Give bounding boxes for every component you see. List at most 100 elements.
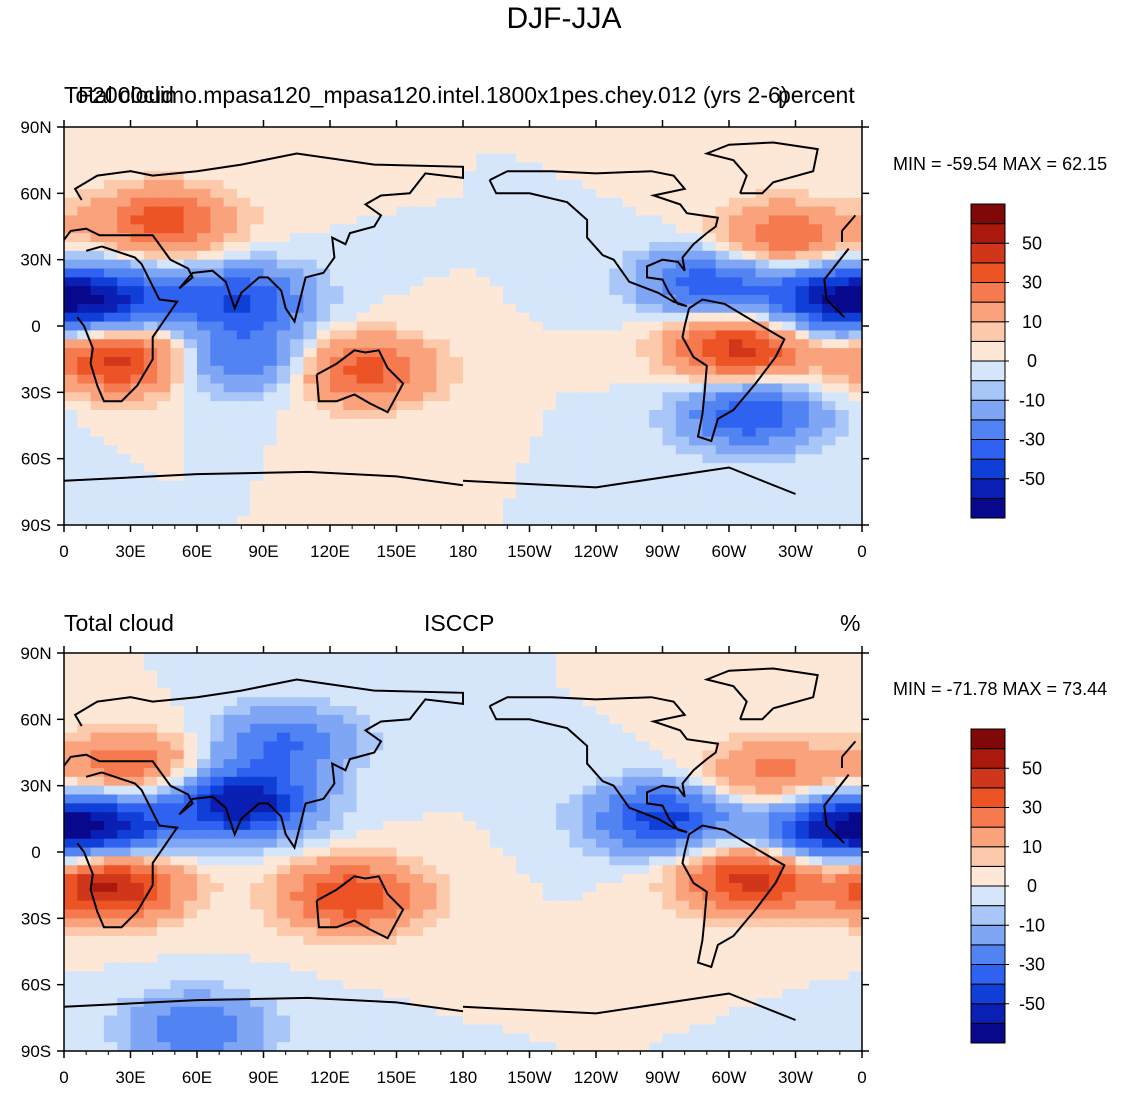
field-cell bbox=[848, 286, 863, 296]
field-cell bbox=[64, 215, 78, 225]
field-cell bbox=[662, 241, 677, 252]
field-cell bbox=[223, 767, 238, 778]
field-cell bbox=[782, 944, 797, 955]
field-cell bbox=[489, 776, 504, 787]
field-cell bbox=[569, 944, 584, 955]
field-cell bbox=[715, 188, 730, 199]
field-cell bbox=[662, 480, 677, 491]
field-cell bbox=[383, 489, 398, 500]
field-cell bbox=[330, 286, 344, 296]
field-cell bbox=[662, 697, 677, 707]
field-cell bbox=[516, 856, 531, 866]
field-cell bbox=[276, 224, 291, 234]
field-cell bbox=[582, 688, 597, 698]
field-cell bbox=[649, 516, 664, 526]
field-cell bbox=[729, 197, 743, 208]
field-cell bbox=[436, 259, 451, 270]
field-cell bbox=[210, 206, 225, 217]
field-cell bbox=[569, 410, 584, 420]
field-cell bbox=[183, 874, 198, 884]
field-cell bbox=[835, 471, 850, 482]
field-cell bbox=[808, 401, 823, 411]
field-cell bbox=[635, 348, 650, 358]
field-cell bbox=[210, 144, 225, 155]
field-cell bbox=[502, 776, 517, 787]
field-cell bbox=[675, 882, 690, 893]
field-cell bbox=[409, 891, 424, 902]
field-cell bbox=[609, 321, 624, 332]
field-cell bbox=[276, 962, 291, 972]
field-cell bbox=[369, 321, 384, 332]
field-cell bbox=[210, 365, 225, 376]
field-cell bbox=[649, 918, 664, 928]
field-cell bbox=[569, 188, 584, 199]
field-cell bbox=[782, 445, 797, 455]
field-cell bbox=[569, 356, 584, 367]
field-cell bbox=[117, 250, 132, 261]
field-cell bbox=[449, 785, 464, 796]
field-cell bbox=[343, 374, 358, 385]
field-cell bbox=[729, 471, 743, 482]
field-cell bbox=[622, 463, 637, 473]
field-cell bbox=[715, 348, 730, 358]
field-cell bbox=[755, 418, 770, 429]
field-cell bbox=[635, 516, 650, 526]
field-cell bbox=[303, 418, 318, 429]
field-cell bbox=[742, 374, 757, 385]
field-cell bbox=[103, 463, 118, 473]
field-cell bbox=[103, 295, 118, 305]
field-cell bbox=[755, 224, 770, 234]
field-cell bbox=[157, 418, 171, 429]
field-cell bbox=[369, 936, 384, 946]
field-cell bbox=[263, 874, 278, 884]
field-cell bbox=[210, 759, 225, 769]
field-cell bbox=[556, 436, 570, 446]
field-cell bbox=[383, 498, 398, 508]
field-cell bbox=[848, 794, 863, 804]
field-cell bbox=[303, 909, 318, 919]
field-cell bbox=[742, 215, 757, 225]
field-cell bbox=[236, 489, 251, 500]
field-cell bbox=[316, 295, 331, 305]
field-cell bbox=[808, 776, 823, 787]
field-cell bbox=[143, 516, 158, 526]
field-cell bbox=[90, 436, 105, 446]
field-cell bbox=[702, 794, 717, 804]
field-cell bbox=[463, 471, 477, 482]
field-cell bbox=[795, 759, 810, 769]
field-cell bbox=[210, 241, 225, 252]
field-cell bbox=[502, 374, 517, 385]
field-cell bbox=[675, 480, 690, 491]
field-cell bbox=[316, 144, 331, 155]
field-cell bbox=[689, 268, 703, 278]
field-cell bbox=[675, 215, 690, 225]
field-cell bbox=[223, 661, 238, 672]
field-cell bbox=[210, 900, 225, 911]
field-cell bbox=[223, 507, 238, 517]
field-cell bbox=[369, 697, 384, 707]
field-cell bbox=[383, 679, 398, 689]
field-cell bbox=[263, 206, 278, 217]
field-cell bbox=[808, 277, 823, 287]
field-cell bbox=[436, 732, 451, 743]
field-cell bbox=[223, 277, 238, 287]
field-cell bbox=[449, 241, 464, 252]
field-cell bbox=[662, 286, 677, 296]
field-cell bbox=[835, 794, 850, 804]
field-cell bbox=[77, 180, 92, 190]
field-cell bbox=[170, 856, 185, 866]
field-cell bbox=[250, 714, 265, 725]
field-cell bbox=[795, 909, 810, 919]
field-cell bbox=[502, 330, 517, 340]
field-cell bbox=[808, 427, 823, 438]
field-cell bbox=[609, 365, 624, 376]
field-cell bbox=[64, 723, 78, 734]
field-cell bbox=[835, 829, 850, 840]
field-cell bbox=[316, 454, 331, 464]
field-cell bbox=[183, 661, 198, 672]
field-cell bbox=[476, 356, 491, 367]
field-cell bbox=[103, 312, 118, 323]
field-cell bbox=[449, 697, 464, 707]
field-cell bbox=[396, 891, 411, 902]
field-cell bbox=[423, 330, 437, 340]
